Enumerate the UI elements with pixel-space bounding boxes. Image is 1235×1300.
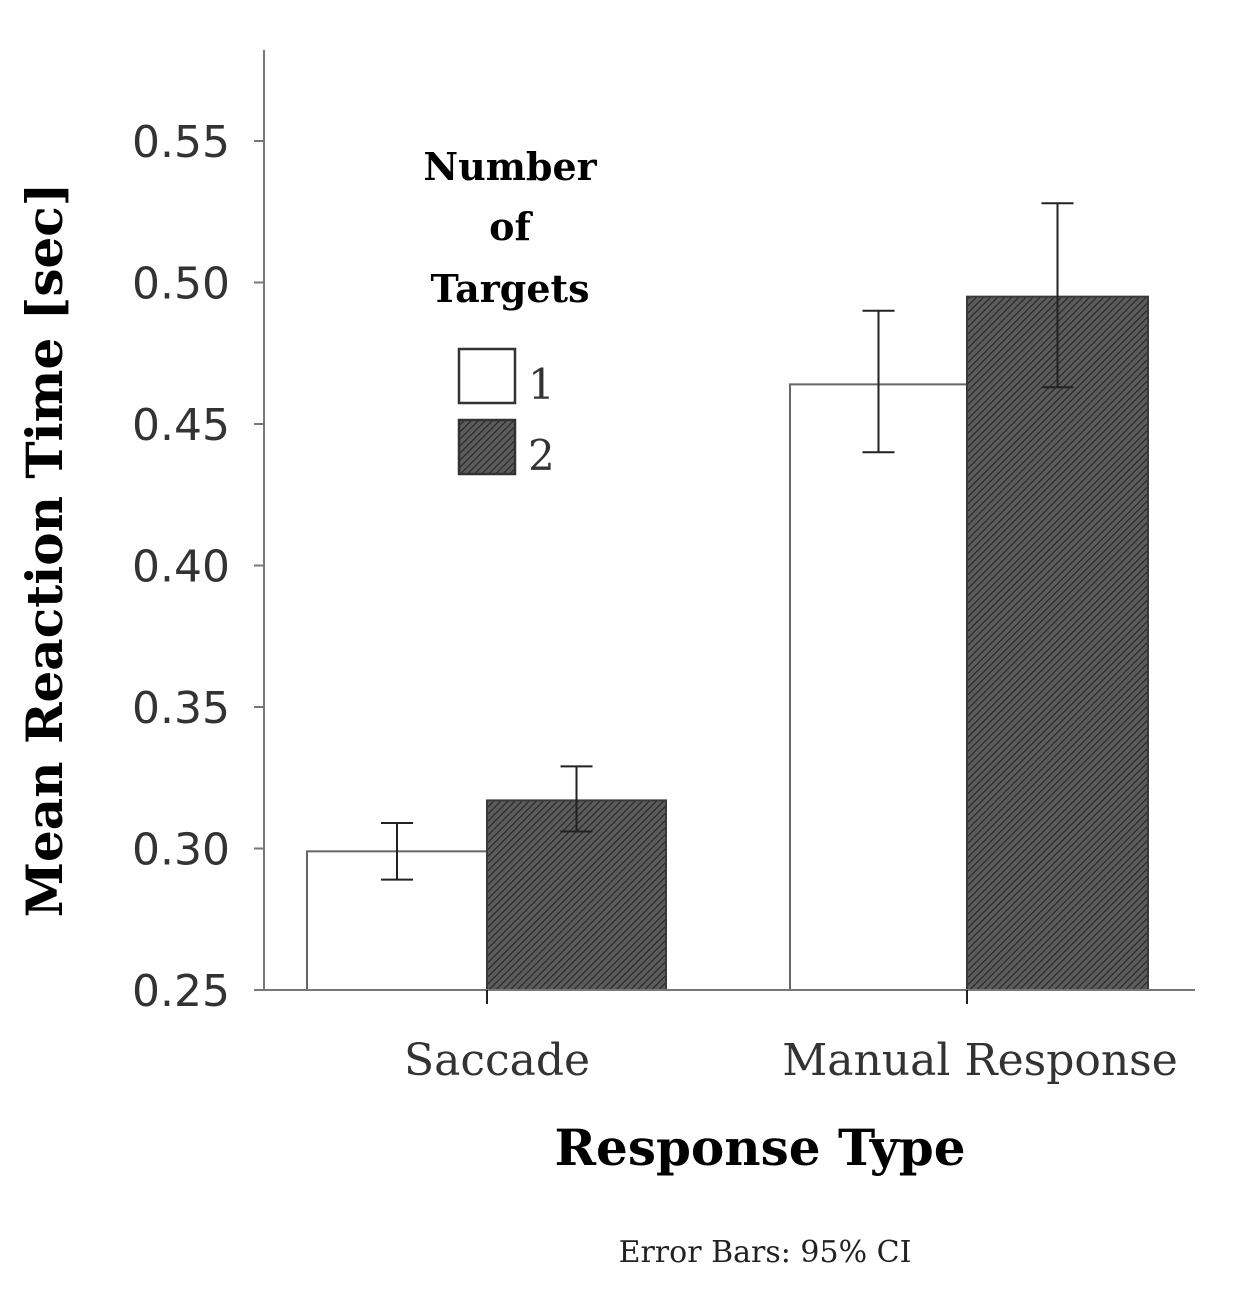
legend-title-line-3: Targets: [431, 266, 590, 311]
legend-title-line-2: of: [489, 204, 533, 249]
y-tick-label: 0.25: [132, 966, 230, 1017]
bar-manual-response-targets-1: [789, 383, 968, 991]
x-axis-title: Response Type: [554, 1118, 965, 1177]
legend-label-1: 1: [528, 360, 555, 409]
y-axis-ticks: 0.25 0.30 0.35 0.40 0.45 0.50 0.55: [132, 117, 264, 1017]
bars-layer: [306, 295, 1149, 992]
legend-title-line-1: Number: [423, 144, 597, 189]
y-tick-label: 0.30: [132, 825, 230, 876]
y-tick-label: 0.55: [132, 117, 230, 168]
legend-swatch-1: [457, 347, 517, 405]
error-bars-note: Error Bars: 95% CI: [619, 1235, 912, 1270]
legend: Number of Targets 1 2: [423, 144, 597, 480]
error-bars-layer: [381, 202, 1074, 881]
y-tick-label: 0.35: [132, 683, 230, 734]
y-tick-label: 0.50: [132, 259, 230, 310]
y-tick-label: 0.40: [132, 542, 230, 593]
y-axis-title: Mean Reaction Time [sec]: [15, 183, 74, 918]
x-category-label: Saccade: [404, 1035, 590, 1086]
x-category-label: Manual Response: [782, 1035, 1178, 1086]
y-tick-label: 0.45: [132, 400, 230, 451]
legend-swatch-2: [457, 418, 517, 476]
x-axis-categories: Saccade Manual Response: [404, 1035, 1178, 1086]
bar-manual-response-targets-2: [966, 295, 1149, 991]
legend-label-2: 2: [528, 431, 555, 480]
